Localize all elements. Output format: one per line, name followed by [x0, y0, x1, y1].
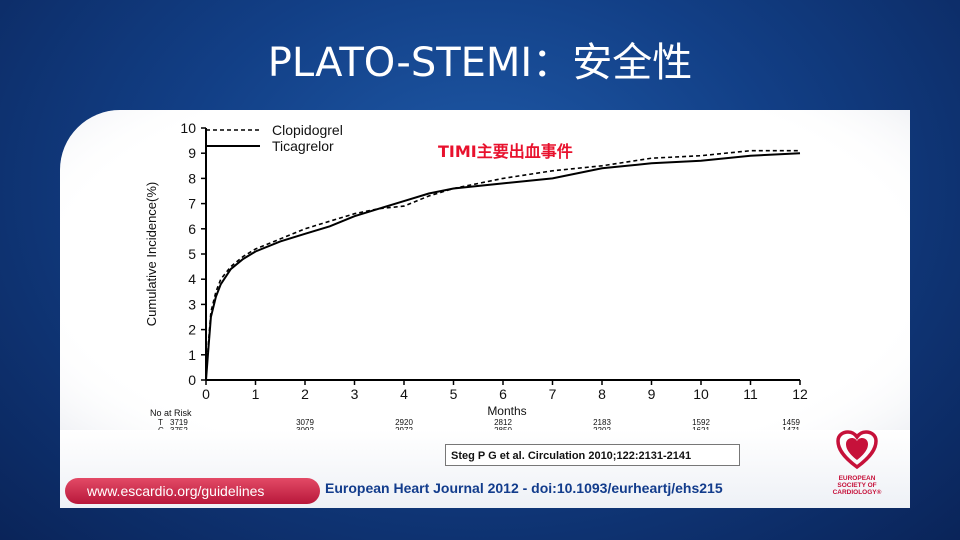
series-lines — [205, 149, 801, 381]
x-axis-label: Months — [487, 404, 526, 418]
x-tick-label: 4 — [400, 386, 408, 402]
chart-annotation: TIMI主要出血事件 — [438, 142, 573, 161]
at-risk-value: 2920 — [395, 418, 413, 427]
series-line-ticagrelor — [205, 152, 801, 381]
x-tick-label: 0 — [202, 386, 210, 402]
y-ticks: 0 1 2 3 4 5 6 7 8 9 10 — [180, 120, 206, 388]
heart-logo-icon — [836, 430, 878, 470]
x-tick-label: 5 — [450, 386, 458, 402]
chart-axes — [205, 128, 800, 381]
y-tick-label: 7 — [188, 196, 196, 212]
legend-label-ticagrelor: Ticagrelor — [272, 138, 334, 154]
y-tick-label: 8 — [188, 170, 196, 186]
x-tick-label: 2 — [301, 386, 309, 402]
y-axis-label: Cumulative Incidence(%) — [144, 182, 159, 327]
x-tick-label: 12 — [792, 386, 808, 402]
at-risk-label: No at Risk — [150, 408, 192, 418]
chart-legend: Clopidogrel Ticagrelor — [206, 122, 343, 154]
y-tick-label: 5 — [188, 246, 196, 262]
slide-title: PLATO-STEMI：安全性 — [267, 40, 693, 86]
x-tick-label: 9 — [648, 386, 656, 402]
series-line-clopidogrel — [205, 149, 800, 381]
citation-box: Steg P G et al. Circulation 2010;122:213… — [445, 444, 740, 466]
at-risk-row-label: T — [158, 418, 163, 427]
y-tick-label: 4 — [188, 271, 196, 287]
x-tick-label: 1 — [252, 386, 260, 402]
x-tick-label: 7 — [549, 386, 557, 402]
logo-line: CARDIOLOGY® — [832, 489, 882, 496]
x-tick-label: 3 — [351, 386, 359, 402]
journal-reference: European Heart Journal 2012 - doi:10.109… — [325, 480, 723, 496]
y-tick-label: 6 — [188, 221, 196, 237]
y-tick-label: 3 — [188, 296, 196, 312]
at-risk-value: 1592 — [692, 418, 710, 427]
at-risk-value: 3079 — [296, 418, 314, 427]
y-tick-label: 10 — [180, 120, 196, 136]
x-tick-label: 10 — [693, 386, 709, 402]
guidelines-link[interactable]: www.escardio.org/guidelines — [65, 478, 320, 504]
legend-label-clopidogrel: Clopidogrel — [272, 122, 343, 138]
x-ticks: 0 1 2 3 4 5 6 7 8 9 10 11 12 — [202, 380, 808, 402]
x-tick-label: 11 — [743, 386, 758, 402]
logo-line: EUROPEAN — [838, 475, 876, 482]
y-tick-label: 1 — [188, 347, 196, 363]
at-risk-value: 2183 — [593, 418, 611, 427]
logo-line: SOCIETY OF — [837, 482, 877, 489]
y-tick-label: 9 — [188, 145, 196, 161]
x-tick-label: 8 — [598, 386, 606, 402]
at-risk-value: 1459 — [782, 418, 800, 427]
x-tick-label: 6 — [499, 386, 507, 402]
esc-logo: EUROPEAN SOCIETY OF CARDIOLOGY® — [818, 430, 896, 502]
at-risk-value: 3719 — [170, 418, 188, 427]
y-tick-label: 2 — [188, 322, 196, 338]
y-tick-label: 0 — [188, 372, 196, 388]
at-risk-value: 2812 — [494, 418, 512, 427]
chart-card: 0 1 2 3 4 5 6 7 8 9 10 0 1 2 3 4 5 6 7 8 9 10 11 12 Cumulative… — [60, 110, 910, 508]
